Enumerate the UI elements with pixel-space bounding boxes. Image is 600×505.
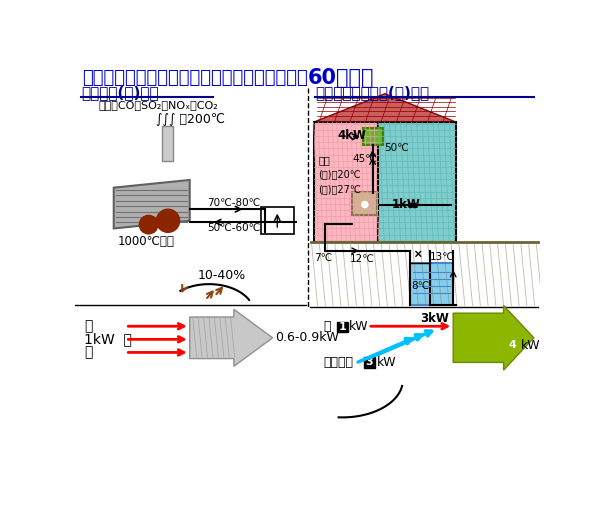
Text: 7℃: 7℃ bbox=[314, 252, 332, 263]
Bar bbox=[364, 357, 375, 368]
Bar bbox=[378, 122, 457, 241]
Bar bbox=[314, 122, 378, 241]
Text: 粉尘、CO、SO₂、NOₓ、CO₂: 粉尘、CO、SO₂、NOₓ、CO₂ bbox=[98, 100, 218, 110]
Bar bbox=[337, 322, 348, 332]
Text: kW: kW bbox=[521, 339, 540, 352]
Polygon shape bbox=[114, 180, 190, 228]
Text: 电: 电 bbox=[323, 320, 331, 333]
Polygon shape bbox=[190, 309, 272, 366]
Text: 4: 4 bbox=[509, 340, 517, 350]
Text: 60％以上: 60％以上 bbox=[308, 68, 374, 87]
Text: 1kW: 1kW bbox=[391, 198, 420, 211]
Text: 煤: 煤 bbox=[84, 319, 92, 333]
Text: 建筑物供暖能源中浅层地能可再生能源比例可达: 建筑物供暖能源中浅层地能可再生能源比例可达 bbox=[82, 69, 308, 86]
Text: 70℃-80℃: 70℃-80℃ bbox=[207, 198, 260, 208]
Text: 1kW  油: 1kW 油 bbox=[84, 332, 132, 346]
Polygon shape bbox=[453, 306, 534, 370]
Text: 12℃: 12℃ bbox=[350, 254, 375, 264]
Text: 0.6-0.9kW: 0.6-0.9kW bbox=[275, 331, 339, 344]
Polygon shape bbox=[314, 94, 457, 122]
Bar bbox=[261, 207, 293, 234]
Text: 10-40%: 10-40% bbox=[197, 269, 246, 282]
Text: ∫∫∫ ～200℃: ∫∫∫ ～200℃ bbox=[157, 112, 225, 125]
Circle shape bbox=[139, 215, 158, 234]
Text: 4kW: 4kW bbox=[338, 129, 367, 142]
Text: 1: 1 bbox=[338, 322, 346, 332]
Bar bbox=[410, 263, 453, 306]
Text: 13℃: 13℃ bbox=[430, 252, 455, 262]
Text: 气: 气 bbox=[84, 345, 92, 360]
Text: 8℃: 8℃ bbox=[412, 281, 430, 291]
Bar bbox=[508, 340, 518, 351]
Text: 3: 3 bbox=[365, 358, 373, 368]
Text: 3kW: 3kW bbox=[421, 312, 449, 325]
Circle shape bbox=[362, 201, 368, 208]
Text: 室温
(冬)～20℃
(夏)～27℃: 室温 (冬)～20℃ (夏)～27℃ bbox=[319, 155, 361, 194]
Bar bbox=[162, 126, 173, 161]
Text: 45℃: 45℃ bbox=[352, 154, 377, 164]
Circle shape bbox=[157, 209, 179, 232]
Text: 传统供暖(冷)方式: 传统供暖(冷)方式 bbox=[81, 85, 159, 100]
Text: kW: kW bbox=[376, 356, 396, 369]
Bar bbox=[362, 128, 383, 145]
Text: 50℃-60℃: 50℃-60℃ bbox=[207, 223, 260, 233]
Bar bbox=[352, 191, 377, 215]
Text: 50℃: 50℃ bbox=[384, 142, 409, 153]
Text: kW: kW bbox=[349, 320, 369, 333]
Text: 浅层地能: 浅层地能 bbox=[323, 356, 353, 369]
Text: 1000℃以上: 1000℃以上 bbox=[118, 235, 175, 248]
Text: 新型浅层地能供暖(冷)方式: 新型浅层地能供暖(冷)方式 bbox=[315, 85, 430, 100]
